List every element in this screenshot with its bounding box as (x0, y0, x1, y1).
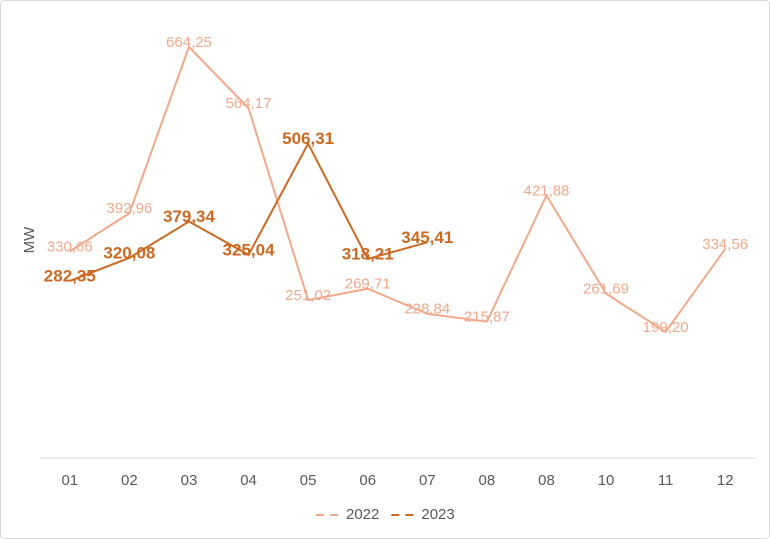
data-label: 228,84 (404, 301, 450, 318)
legend-label: 2023 (421, 506, 454, 523)
data-label: 320,08 (103, 243, 155, 262)
data-label: 421,88 (524, 182, 570, 199)
data-label: 345,41 (401, 228, 453, 247)
data-label: 379,34 (163, 207, 216, 226)
data-label: 215,87 (464, 309, 510, 326)
data-label: 251,02 (285, 287, 331, 304)
data-label: 664,25 (166, 34, 212, 51)
data-label: 199,20 (643, 319, 689, 336)
x-tick-label: 02 (121, 472, 138, 489)
data-label: 392,96 (106, 200, 152, 217)
x-tick-label: 08 (538, 472, 555, 489)
x-tick-label: 06 (359, 472, 376, 489)
data-label: 325,04 (223, 240, 276, 259)
data-label: 334,56 (702, 236, 748, 253)
x-tick-label: 07 (419, 472, 436, 489)
data-label: 282,35 (44, 266, 96, 285)
data-label: 318,21 (342, 244, 394, 263)
x-tick-label: 08 (479, 472, 496, 489)
data-label: 564,17 (226, 95, 272, 112)
x-tick-label: 11 (658, 472, 674, 489)
y-axis-label: MW (21, 226, 38, 253)
series-line (69, 141, 428, 282)
data-label: 269,71 (345, 276, 391, 293)
legend-label: 2022 (346, 506, 379, 523)
data-label: 261,69 (583, 281, 629, 298)
x-tick-label: 12 (717, 472, 734, 489)
x-tick-label: 05 (300, 472, 317, 489)
x-tick-label: 10 (598, 472, 615, 489)
series-line (69, 45, 727, 334)
data-label: 506,31 (282, 129, 334, 148)
data-label: 330,66 (47, 238, 93, 255)
x-tick-label: 04 (240, 472, 257, 489)
x-tick-label: 03 (181, 472, 198, 489)
x-tick-label: 01 (61, 472, 78, 489)
